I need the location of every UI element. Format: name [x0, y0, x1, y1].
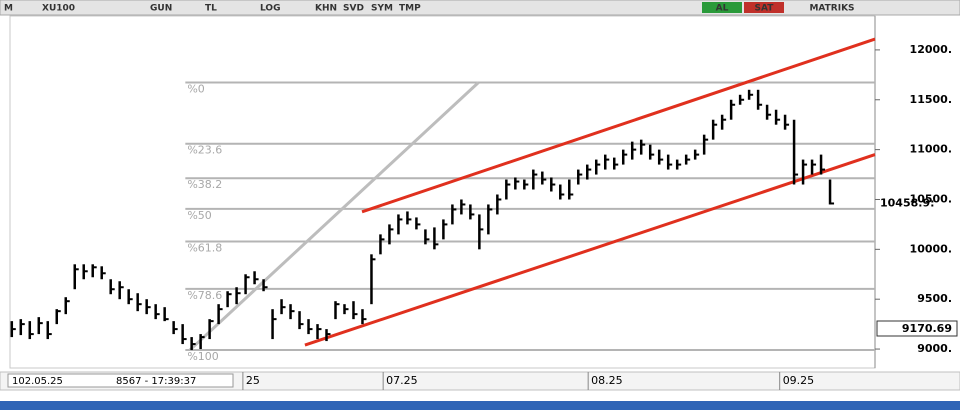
status-date: 102.05.25: [12, 376, 63, 387]
x-tick-label: 25: [246, 374, 260, 387]
logo: M: [4, 4, 13, 14]
x-tick-label: 08.25: [591, 374, 623, 387]
fib-label: %61.8: [187, 241, 222, 254]
toolbar-button[interactable]: GUN: [150, 4, 172, 14]
x-tick-label: 07.25: [386, 374, 418, 387]
sell-label[interactable]: SAT: [755, 4, 775, 14]
time-axis-bar: [0, 371, 960, 391]
cursor-label: 9170.69: [902, 322, 952, 335]
bottom-bar: [0, 401, 960, 410]
toolbar-button[interactable]: KHN: [315, 4, 337, 14]
y-tick-label: 12000.: [910, 43, 952, 56]
fib-label: %23.6: [187, 144, 222, 157]
symbol[interactable]: XU100: [42, 4, 75, 14]
fib-label: %78.6: [187, 289, 222, 302]
buy-label[interactable]: AL: [716, 4, 729, 14]
status-box: [7, 373, 234, 388]
fib-label: %0: [187, 83, 204, 96]
last-price-label: 10458.9:: [880, 196, 935, 209]
y-tick-label: 9500.: [917, 292, 952, 305]
brand: MATRIKS: [809, 4, 854, 14]
sell-button[interactable]: [744, 2, 784, 13]
toolbar-button[interactable]: TL: [205, 4, 217, 14]
status-info: 8567 - 17:39:37: [116, 376, 196, 387]
fib-label: %100: [187, 350, 218, 363]
y-tick-label: 11500.: [910, 93, 952, 106]
y-tick-label: 10500.: [910, 192, 952, 205]
buy-button[interactable]: [702, 2, 742, 13]
toolbar-button[interactable]: SVD: [343, 4, 364, 14]
y-tick-label: 11000.: [910, 143, 952, 156]
toolbar-button[interactable]: SYM: [371, 4, 393, 14]
y-tick-label: 10000.: [910, 242, 952, 255]
trend-line: [188, 81, 480, 352]
fib-label: %50: [187, 209, 211, 222]
toolbar-button[interactable]: TMP: [399, 4, 421, 14]
trend-line: [304, 153, 876, 347]
x-tick-label: 09.25: [783, 374, 815, 387]
y-tick-label: 9000.: [917, 342, 952, 355]
trend-line: [361, 37, 876, 214]
cursor-box: [876, 320, 958, 337]
toolbar-button[interactable]: LOG: [260, 4, 280, 14]
fib-label: %38.2: [187, 178, 222, 191]
